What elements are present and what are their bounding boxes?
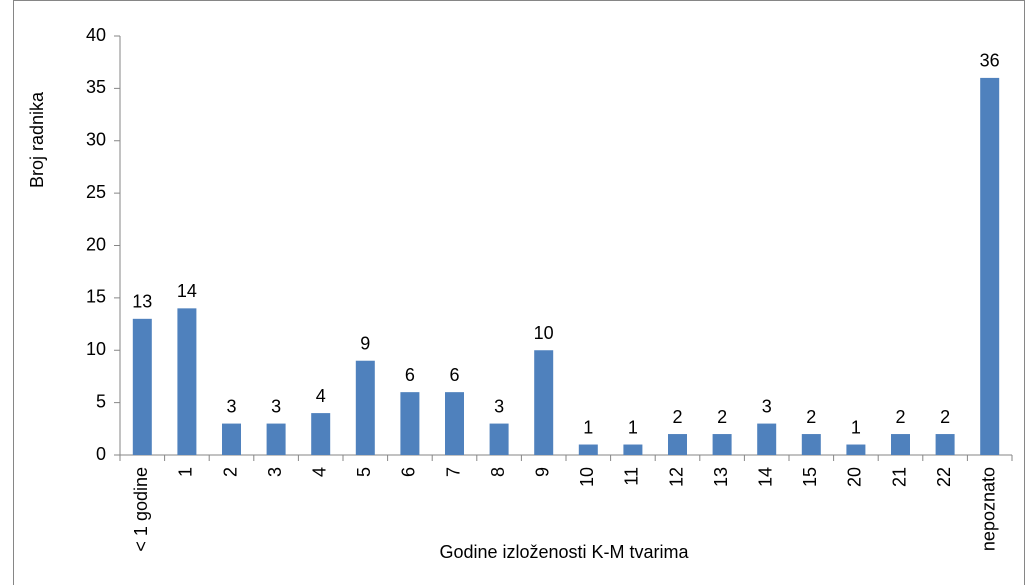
x-tick-label: 2 (220, 467, 240, 477)
bar (355, 360, 375, 455)
y-tick-label: 15 (86, 287, 106, 307)
data-label: 10 (534, 323, 554, 343)
bar (935, 434, 955, 455)
y-tick-label: 0 (96, 444, 106, 464)
data-label: 3 (762, 396, 772, 416)
bar (311, 413, 331, 455)
x-tick-label: 12 (666, 467, 686, 487)
data-label: 1 (851, 417, 861, 437)
data-label: 2 (672, 407, 682, 427)
data-label: 14 (177, 281, 197, 301)
x-tick-label: 8 (488, 467, 508, 477)
data-label: 1 (628, 417, 638, 437)
x-tick-label: 13 (711, 467, 731, 487)
y-axis-label: Broj radnika (27, 91, 47, 188)
x-tick-label: 14 (755, 467, 775, 487)
bar (489, 423, 509, 455)
bar (623, 444, 643, 455)
y-tick-label: 35 (86, 77, 106, 97)
bar (801, 434, 821, 455)
bar (891, 434, 910, 455)
x-tick-label: 15 (800, 467, 820, 487)
x-tick-label: nepoznato (978, 467, 998, 551)
x-tick-label: 20 (845, 467, 865, 487)
x-tick-label: 21 (889, 467, 909, 487)
x-tick-label: 5 (354, 467, 374, 477)
bar (534, 350, 554, 455)
x-tick-label: 1 (176, 467, 196, 477)
data-label: 2 (717, 407, 727, 427)
bar (266, 423, 286, 455)
data-label: 2 (806, 407, 816, 427)
bar (757, 423, 777, 455)
data-label: 9 (360, 333, 370, 353)
bar (177, 308, 197, 455)
data-label: 36 (980, 51, 1000, 71)
x-tick-label: < 1 godine (131, 467, 151, 552)
y-tick-label: 10 (86, 339, 106, 359)
bar (222, 423, 241, 455)
data-label: 3 (494, 396, 504, 416)
x-axis-label: Godine izloženosti K-M tvarima (439, 542, 689, 562)
bar (400, 392, 420, 455)
y-tick-label: 5 (96, 391, 106, 411)
x-tick-label: 4 (309, 467, 329, 477)
x-tick-label: 3 (265, 467, 285, 477)
bar (712, 434, 732, 455)
bar (132, 318, 152, 455)
y-tick-label: 30 (86, 130, 106, 150)
data-label: 4 (316, 386, 326, 406)
bar (445, 392, 464, 455)
x-tick-label: 6 (399, 467, 419, 477)
x-tick-label: 7 (443, 467, 463, 477)
bar (980, 77, 1000, 456)
data-label: 1 (583, 417, 593, 437)
y-tick-label: 20 (86, 234, 106, 254)
x-tick-label: 9 (532, 467, 552, 477)
y-tick-label: 40 (86, 25, 106, 45)
bar (846, 444, 866, 455)
data-label: 6 (449, 365, 459, 385)
data-label: 13 (132, 292, 152, 312)
data-label: 2 (895, 407, 905, 427)
x-tick-label: 22 (934, 467, 954, 487)
x-tick-label: 10 (577, 467, 597, 487)
bar (668, 434, 687, 455)
bar (578, 444, 598, 455)
y-tick-label: 25 (86, 182, 106, 202)
data-label: 6 (405, 365, 415, 385)
data-label: 2 (940, 407, 950, 427)
data-label: 3 (271, 396, 281, 416)
data-label: 3 (226, 396, 236, 416)
chart-frame (13, 0, 1025, 585)
x-tick-label: 11 (622, 467, 642, 486)
